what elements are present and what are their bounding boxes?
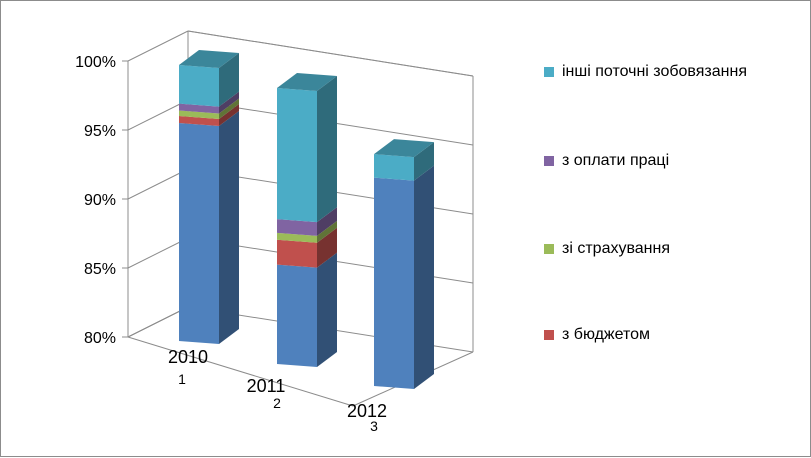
- bar-2012-top: [374, 139, 434, 158]
- x-tick-number-2: 2: [273, 395, 281, 411]
- bar-2010-series-1-front: [179, 116, 219, 126]
- gridline-side-3: [127, 99, 189, 131]
- legend-label: інші поточні зобовязання: [562, 63, 747, 80]
- bar-2012-series-4-side: [414, 142, 434, 181]
- y-tick-label-0: 80%: [84, 330, 116, 347]
- x-tick-label-2012: 2012: [347, 401, 387, 421]
- bar-2012-series-0-side: [414, 165, 434, 389]
- bar-2010-series-3-front: [179, 103, 219, 114]
- legend-item-3: зі страхування: [544, 239, 670, 259]
- floor-front-edge: [127, 336, 354, 407]
- gridline-side-1: [127, 237, 189, 269]
- bar-2011-series-4-side: [317, 76, 337, 223]
- legend-swatch: [544, 330, 554, 340]
- bar-2011-series-1-side: [317, 227, 337, 268]
- y-tick-label-4: 100%: [75, 54, 116, 71]
- y-tick-label-1: 85%: [84, 261, 116, 278]
- legend-label: з оплати праці: [562, 152, 670, 169]
- y-tick-label-3: 95%: [84, 123, 116, 140]
- bar-2010-series-4-side: [219, 53, 239, 107]
- x-tick-label-2011: 2011: [247, 376, 286, 396]
- bar-2011-series-4-front: [277, 88, 317, 223]
- y-axis: 80% 85% 90% 95% 100%: [75, 54, 128, 347]
- bar-2011-top: [277, 73, 337, 91]
- x-tick-label-2010: 2010: [168, 347, 208, 367]
- bar-2011-series-3-side: [317, 207, 337, 236]
- legend-label: зі страхування: [562, 240, 671, 257]
- x-tick-number-3: 3: [370, 418, 378, 434]
- bar-2010-top: [179, 50, 239, 68]
- legend-item-2: з оплати праці: [544, 151, 669, 171]
- bar-2010-series-1-side: [219, 104, 239, 126]
- bar-2010-series-3-side: [219, 91, 239, 114]
- bars: [179, 50, 434, 389]
- bar-2012-series-4-front: [374, 154, 414, 181]
- legend-item-1: інші поточні зобовязання: [544, 62, 747, 82]
- bar-stack-2012: [374, 139, 434, 389]
- bar-2010-series-2-front: [179, 110, 219, 120]
- bar-2011-series-0-side: [317, 252, 337, 367]
- bar-2010-series-4-front: [179, 65, 219, 107]
- y-tick-label-2: 90%: [84, 192, 116, 209]
- bar-2011-series-2-front: [277, 232, 317, 243]
- legend-label: з бюджетом: [562, 326, 651, 343]
- legend-swatch: [544, 244, 554, 254]
- bar-stack-2010: [179, 50, 239, 345]
- bar-2010-series-2-side: [219, 98, 239, 120]
- bar-2011-series-1-front: [277, 239, 317, 268]
- bar-2011-series-2-side: [317, 220, 337, 243]
- gridline-back-4: [187, 30, 474, 77]
- bar-2011-series-0-front: [277, 264, 317, 367]
- legend-item-4: з бюджетом: [544, 325, 650, 345]
- gridline-side-0: [127, 306, 189, 338]
- bar-2011-series-3-front: [277, 219, 317, 236]
- bar-stack-2011: [277, 73, 337, 367]
- legend-swatch: [544, 67, 554, 77]
- bar-2010-series-0-side: [219, 110, 239, 345]
- gridline-side-2: [127, 168, 189, 200]
- bar-2010-series-0-front: [179, 122, 219, 345]
- gridline-side-4: [127, 30, 189, 62]
- x-tick-number-1: 1: [178, 371, 186, 387]
- legend-swatch: [544, 156, 554, 166]
- bar-2012-series-0-front: [374, 177, 414, 389]
